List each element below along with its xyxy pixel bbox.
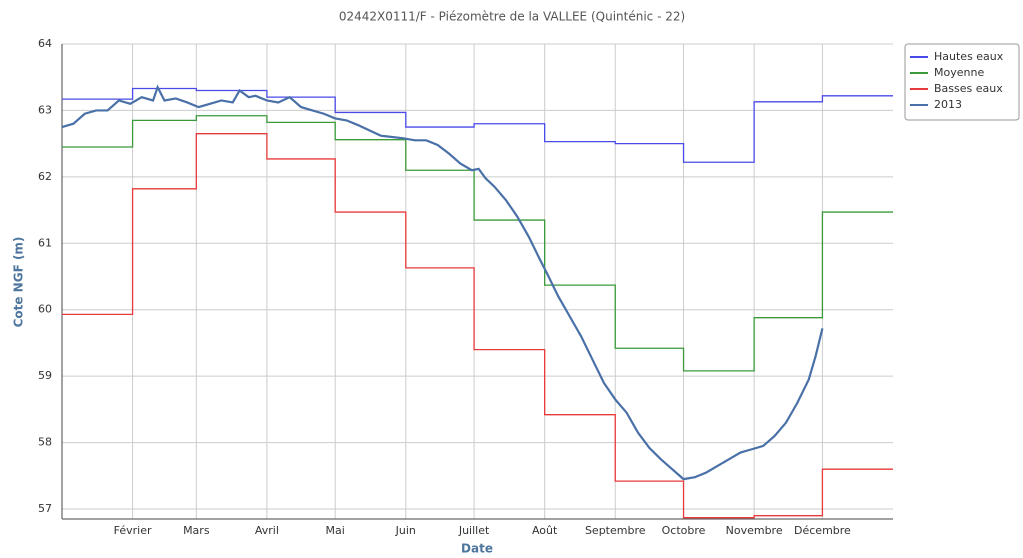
y-tick-label: 57 xyxy=(38,502,52,515)
y-tick-label: 64 xyxy=(38,37,52,50)
y-tick-label: 61 xyxy=(38,236,52,249)
chart-title: 02442X0111/F - Piézomètre de la VALLEE (… xyxy=(339,10,685,24)
series-line xyxy=(62,87,893,163)
x-tick-label: Novembre xyxy=(726,524,783,537)
x-tick-label: Octobre xyxy=(662,524,706,537)
x-axis-label: Date xyxy=(461,542,493,556)
legend-box xyxy=(904,43,1020,121)
x-tick-label: Mai xyxy=(326,524,345,537)
y-tick-label: 63 xyxy=(38,103,52,116)
y-tick-label: 58 xyxy=(38,436,52,449)
legend-label: 2013 xyxy=(934,98,962,111)
legend-label: Hautes eaux xyxy=(934,50,1004,63)
x-tick-label: Mars xyxy=(183,524,210,537)
legend-label: Basses eaux xyxy=(934,82,1003,95)
x-tick-label: Septembre xyxy=(585,524,646,537)
x-tick-label: Juillet xyxy=(458,524,490,537)
x-tick-label: Février xyxy=(114,524,152,537)
series-line xyxy=(62,115,893,372)
series-line xyxy=(61,84,824,481)
x-tick-label: Août xyxy=(532,524,558,537)
y-tick-label: 62 xyxy=(38,170,52,183)
y-tick-label: 60 xyxy=(38,303,52,316)
legend-label: Moyenne xyxy=(934,66,984,79)
y-tick-label: 59 xyxy=(38,369,52,382)
x-tick-label: Avril xyxy=(255,524,279,537)
x-tick-label: Juin xyxy=(395,524,416,537)
y-axis-label: Cote NGF (m) xyxy=(12,237,26,328)
x-tick-label: Décembre xyxy=(794,524,851,537)
series-line xyxy=(62,133,893,519)
